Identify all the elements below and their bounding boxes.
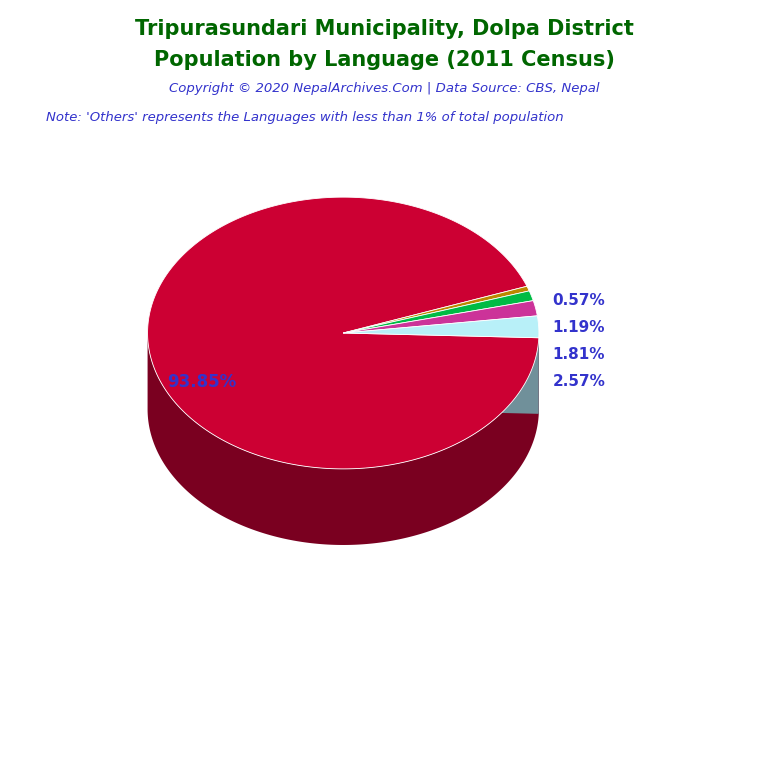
Polygon shape bbox=[343, 286, 529, 333]
Text: 93.85%: 93.85% bbox=[167, 373, 237, 391]
Text: Population by Language (2011 Census): Population by Language (2011 Census) bbox=[154, 50, 614, 70]
Polygon shape bbox=[343, 300, 538, 333]
Polygon shape bbox=[343, 333, 539, 414]
Text: 0.57%: 0.57% bbox=[552, 293, 605, 308]
Polygon shape bbox=[343, 333, 539, 414]
Text: 1.81%: 1.81% bbox=[552, 347, 605, 362]
Text: Note: 'Others' represents the Languages with less than 1% of total population: Note: 'Others' represents the Languages … bbox=[46, 111, 564, 124]
Polygon shape bbox=[147, 197, 539, 469]
Text: 1.19%: 1.19% bbox=[552, 320, 605, 335]
Polygon shape bbox=[343, 291, 533, 333]
Text: Copyright © 2020 NepalArchives.Com | Data Source: CBS, Nepal: Copyright © 2020 NepalArchives.Com | Dat… bbox=[169, 82, 599, 95]
Polygon shape bbox=[343, 316, 539, 338]
Text: 2.57%: 2.57% bbox=[552, 375, 605, 389]
Text: Tripurasundari Municipality, Dolpa District: Tripurasundari Municipality, Dolpa Distr… bbox=[134, 19, 634, 39]
Polygon shape bbox=[147, 334, 539, 545]
